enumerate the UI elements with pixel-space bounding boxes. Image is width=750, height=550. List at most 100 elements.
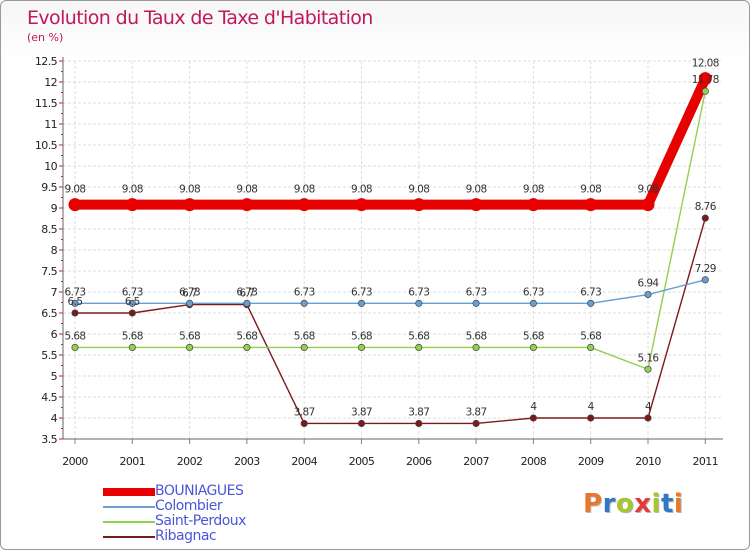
data-point-bouniagues [469, 198, 483, 212]
x-tick-label: 2006 [406, 455, 432, 468]
data-point-colombier [472, 299, 480, 307]
legend-swatch-ribagnac [103, 536, 155, 538]
data-point-colombier [587, 299, 595, 307]
x-tick-label: 2001 [119, 455, 145, 468]
data-label-colombier: 6.73 [351, 286, 372, 298]
legend-swatch-saint-perdoux [103, 521, 155, 523]
data-point-saint-perdoux [300, 343, 308, 351]
data-point-colombier [243, 299, 251, 307]
data-label-bouniagues: 9.08 [638, 184, 659, 196]
data-label-bouniagues: 9.08 [580, 184, 601, 196]
data-label-ribagnac: 6.5 [125, 296, 140, 308]
data-label-saint-perdoux: 5.68 [236, 330, 257, 342]
data-point-bouniagues [641, 198, 655, 212]
data-point-ribagnac [71, 309, 79, 317]
data-point-saint-perdoux [71, 343, 79, 351]
legend-label-bouniagues: BOUNIAGUES [155, 483, 244, 499]
x-tick-label: 2005 [349, 455, 375, 468]
data-label-colombier: 6.73 [65, 286, 86, 298]
data-point-saint-perdoux [587, 343, 595, 351]
data-label-ribagnac: 3.87 [466, 406, 487, 418]
data-point-bouniagues [526, 198, 540, 212]
data-point-bouniagues [412, 198, 426, 212]
series-markers [68, 72, 712, 428]
data-label-ribagnac: 3.87 [294, 406, 315, 418]
legend-label-saint-perdoux: Saint-Perdoux [155, 513, 246, 529]
data-label-ribagnac: 6.7 [182, 288, 197, 300]
data-label-bouniagues: 9.08 [294, 184, 315, 196]
data-point-bouniagues [584, 198, 598, 212]
data-point-ribagnac [300, 419, 308, 428]
y-tick-label: 9.5 [41, 181, 57, 194]
data-label-colombier: 6.73 [236, 286, 257, 298]
data-point-colombier [357, 299, 366, 307]
data-label-ribagnac: 3.87 [408, 406, 429, 418]
data-label-colombier: 6.73 [294, 286, 315, 298]
y-tick-label: 12.5 [35, 55, 58, 68]
series-line-colombier [74, 279, 706, 305]
x-tick-label: 2003 [234, 455, 260, 468]
y-tick-label: 11.5 [35, 97, 58, 110]
data-point-saint-perdoux [186, 343, 194, 351]
logo-letter: r [602, 489, 616, 519]
data-point-colombier [186, 299, 194, 307]
data-labels: 6.5 6.5 6.7 6.7 3.87 3.87 3.87 3.87 4 4 4 8.76 5.68 5… [65, 58, 720, 419]
data-label-colombier: 6.94 [638, 278, 660, 290]
y-tick-label: 7 [51, 286, 58, 299]
data-label-saint-perdoux: 5.68 [65, 330, 86, 342]
x-tick-label: 2000 [62, 455, 88, 468]
logo-letter: i [651, 489, 661, 519]
x-tick-label: 2002 [177, 455, 203, 468]
y-tick-label: 4.5 [41, 391, 57, 404]
legend-label-ribagnac: Ribagnac [155, 528, 217, 544]
data-point-colombier [701, 276, 709, 284]
logo-letter: t [660, 489, 674, 519]
data-label-colombier: 7.29 [695, 263, 716, 275]
x-tick-label: 2007 [463, 455, 489, 468]
series-line-saint-perdoux [74, 90, 706, 370]
data-point-bouniagues [698, 72, 712, 86]
data-label-bouniagues: 9.08 [351, 184, 372, 196]
data-point-colombier [415, 299, 423, 307]
chart-subtitle: (en %) [27, 31, 64, 44]
data-point-colombier [71, 299, 79, 307]
legend-swatch-colombier [103, 506, 155, 508]
y-tick-label: 5 [51, 370, 58, 383]
data-point-colombier [300, 299, 308, 307]
proxiti-logo: Proxiti [583, 489, 683, 519]
data-point-ribagnac [128, 309, 136, 317]
y-tick-label: 3.5 [41, 433, 57, 446]
data-label-bouniagues: 9.08 [179, 184, 200, 196]
data-label-colombier: 6.73 [466, 286, 487, 298]
data-point-ribagnac [587, 414, 595, 422]
y-tick-label: 5.5 [41, 349, 57, 362]
data-label-saint-perdoux: 5.68 [294, 330, 315, 342]
data-point-bouniagues [68, 198, 82, 212]
series-line-bouniagues [70, 73, 711, 210]
data-label-bouniagues: 9.08 [122, 184, 143, 196]
data-point-saint-perdoux [357, 343, 366, 351]
series-line-ribagnac [74, 217, 706, 425]
data-point-ribagnac [529, 414, 537, 422]
y-tick-label: 11 [44, 118, 57, 131]
y-tick-label: 12 [44, 76, 57, 89]
legend-label-colombier: Colombier [155, 498, 223, 514]
data-point-saint-perdoux [701, 87, 709, 95]
data-point-ribagnac [701, 214, 709, 222]
axes: 3.5 4 4.5 5 5.5 6 6.5 7 7.5 8 8.5 9 9.5 10 10.5 11 11.5 1… [35, 55, 723, 468]
data-point-saint-perdoux [529, 343, 537, 351]
x-tick-label: 2008 [521, 455, 547, 468]
data-point-bouniagues [297, 198, 311, 212]
y-tick-label: 9 [51, 202, 58, 215]
data-label-colombier: 6.73 [523, 286, 544, 298]
series-lines [70, 73, 711, 425]
x-tick-label: 2004 [291, 455, 317, 468]
data-point-bouniagues [355, 198, 368, 212]
data-label-bouniagues: 9.08 [65, 184, 86, 196]
data-point-colombier [644, 290, 652, 299]
y-tick-label: 10 [44, 160, 57, 173]
chart-title: Evolution du Taux de Taxe d'Habitation [27, 7, 373, 29]
y-tick-label: 4 [51, 412, 58, 425]
x-tick-label: 2009 [578, 455, 604, 468]
